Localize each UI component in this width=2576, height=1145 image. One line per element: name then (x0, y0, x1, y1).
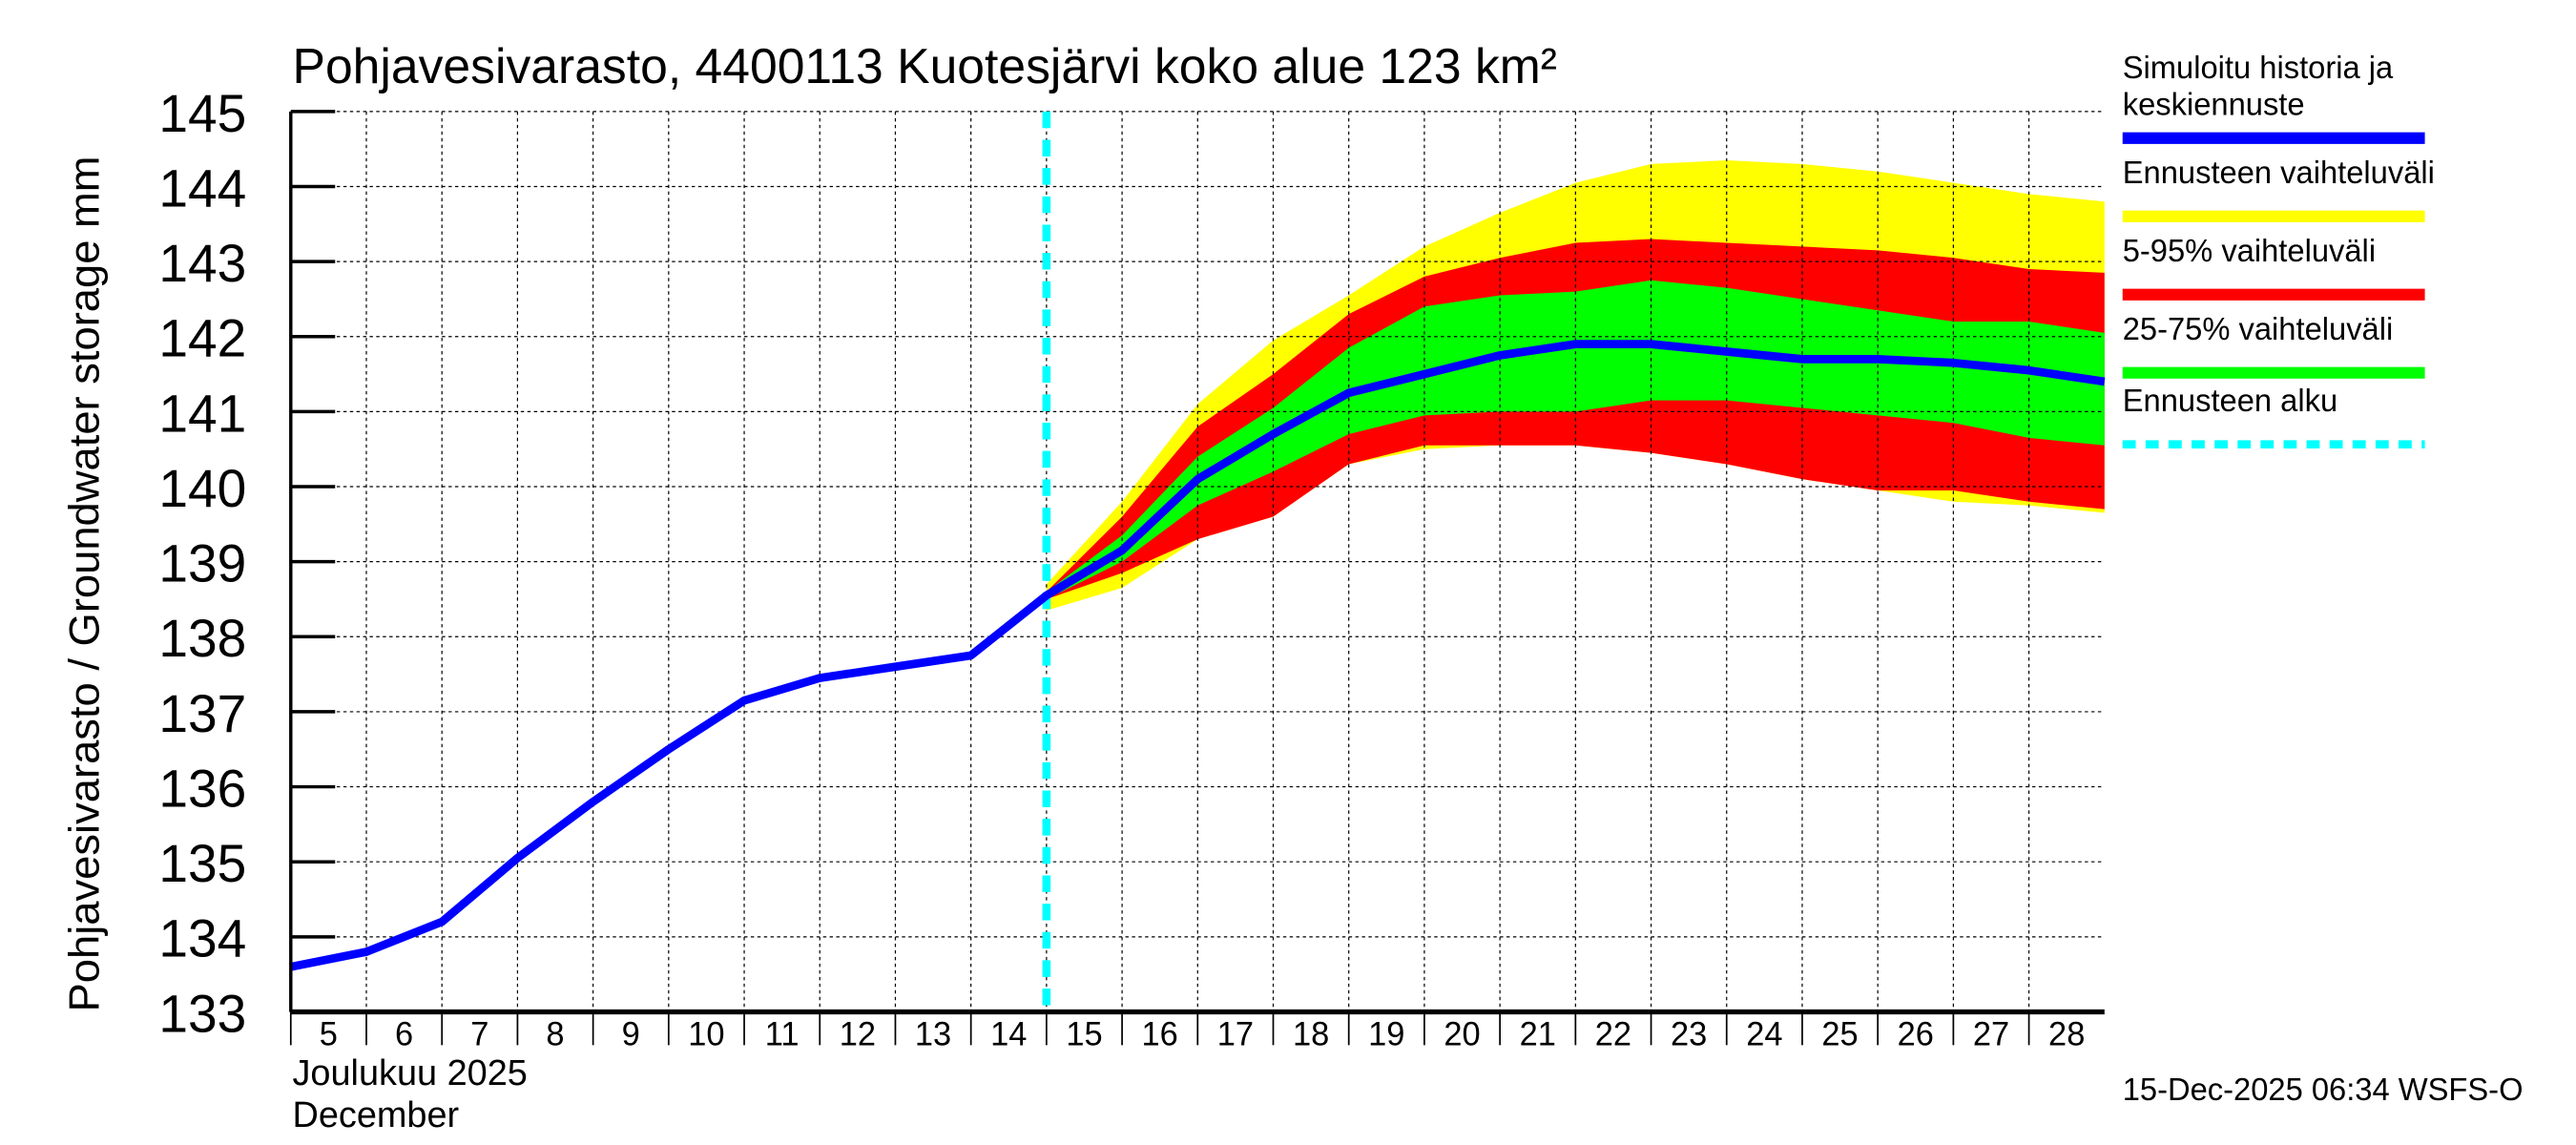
x-tick-label: 10 (688, 1016, 724, 1052)
series-lines (289, 111, 2106, 1012)
y-tick-label: 142 (158, 308, 246, 367)
legend-label: Ennusteen alku (2123, 383, 2337, 418)
x-tick-label: 28 (2048, 1016, 2085, 1052)
y-tick-label: 139 (158, 533, 246, 593)
y-tick-label: 145 (158, 83, 246, 142)
y-tick-label: 133 (158, 984, 246, 1043)
chart-title: Pohjavesivarasto, 4400113 Kuotesjärvi ko… (293, 39, 1558, 94)
x-axis-label-en: December (293, 1094, 460, 1135)
x-tick-label: 6 (395, 1016, 413, 1052)
x-tick-label: 18 (1293, 1016, 1329, 1052)
x-tick-label: 23 (1671, 1016, 1707, 1052)
x-tick-label: 11 (765, 1016, 800, 1052)
y-tick-label: 141 (158, 384, 246, 443)
x-tick-label: 22 (1595, 1016, 1631, 1052)
x-tick-label: 20 (1444, 1016, 1480, 1052)
y-tick-label: 143 (158, 234, 246, 293)
y-tick-label: 134 (158, 908, 246, 968)
x-tick-label: 27 (1973, 1016, 2009, 1052)
x-tick-label: 16 (1142, 1016, 1178, 1052)
series-line-0 (289, 340, 2106, 971)
x-tick-label: 7 (470, 1016, 488, 1052)
y-axis-label: Pohjavesivarasto / Groundwater storage m… (60, 156, 109, 1011)
x-tick-label: 26 (1898, 1016, 1934, 1052)
x-tick-label: 24 (1746, 1016, 1782, 1052)
x-tick-label: 5 (320, 1016, 338, 1052)
x-tick-label: 21 (1520, 1016, 1556, 1052)
legend-label: Ennusteen vaihteluväli (2123, 155, 2435, 190)
x-tick-label: 13 (915, 1016, 951, 1052)
legend-label: 5-95% vaihteluväli (2123, 233, 2376, 268)
x-tick-label: 25 (1821, 1016, 1858, 1052)
x-tick-label: 14 (990, 1016, 1027, 1052)
y-tick-label: 136 (158, 759, 246, 818)
x-tick-label: 8 (546, 1016, 564, 1052)
x-tick-label: 9 (622, 1016, 640, 1052)
x-axis-label-fi: Joulukuu 2025 (293, 1052, 528, 1093)
y-tick-label: 144 (158, 158, 246, 218)
x-tick-label: 19 (1368, 1016, 1404, 1052)
footer-timestamp: 15-Dec-2025 06:34 WSFS-O (2123, 1072, 2524, 1107)
legend-label: keskiennuste (2123, 86, 2305, 121)
axes: 1331341351361371381391401411421431441455… (158, 83, 2105, 1052)
y-tick-label: 137 (158, 684, 246, 743)
x-tick-label: 15 (1066, 1016, 1102, 1052)
y-tick-label: 138 (158, 609, 246, 668)
legend-label: 25-75% vaihteluväli (2123, 311, 2394, 346)
x-tick-label: 12 (840, 1016, 876, 1052)
x-tick-label: 17 (1217, 1016, 1254, 1052)
y-tick-label: 135 (158, 834, 246, 893)
grid-lines (290, 111, 2105, 1012)
legend-label: Simuloitu historia ja (2123, 50, 2394, 85)
y-tick-label: 140 (158, 459, 246, 518)
